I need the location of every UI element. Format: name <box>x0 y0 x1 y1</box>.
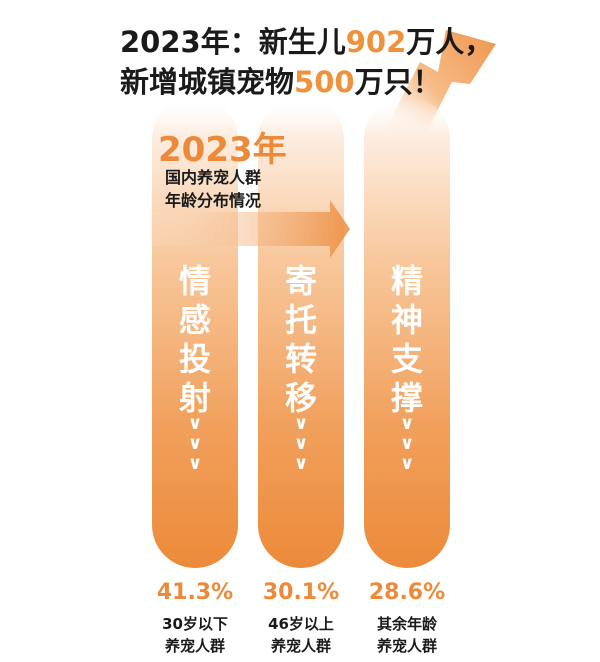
group-line-2: 养宠人群 <box>164 637 225 655</box>
newborn-count: 902 <box>345 25 407 59</box>
headline-text: 万只！ <box>354 65 442 99</box>
bar-percentage-3: 28.6% <box>368 580 446 605</box>
bar-label-char: 支 <box>390 340 423 378</box>
horizontal-arrow-icon <box>150 200 350 258</box>
headline-line-1: 2023年：新生儿902万人， <box>120 22 560 62</box>
bar-group-label-1: 30岁以下养宠人群 <box>140 613 250 657</box>
bar-label-1: 情感投射 <box>152 262 238 418</box>
bar-label-char: 撑 <box>390 379 423 417</box>
bar-label-2: 寄托转移 <box>258 262 344 418</box>
group-line-2: 养宠人群 <box>376 637 437 655</box>
bar-group-label-3: 其余年龄 养宠人群 <box>352 613 462 657</box>
headline-text: 新增城镇宠物 <box>120 65 295 99</box>
bar-label-char: 转 <box>284 340 317 378</box>
group-line-1: 46岁以上 <box>268 615 334 633</box>
bar-label-char: 射 <box>178 379 211 417</box>
chevron-down-icon: ∨ ∨ ∨ <box>293 413 309 474</box>
chevron-down-icon: ∨ ∨ ∨ <box>399 413 415 474</box>
headline-text: 万人， <box>406 25 494 59</box>
bar-label-char: 寄 <box>284 262 317 300</box>
group-line-2: 养宠人群 <box>270 637 331 655</box>
bar-label-char: 情 <box>178 262 211 300</box>
subtitle-line-1: 国内养宠人群 <box>165 168 262 187</box>
chevron-down-icon: ∨ ∨ ∨ <box>187 413 203 474</box>
bar-percentage-2: 30.1% <box>262 580 340 605</box>
headline: 2023年：新生儿902万人， 新增城镇宠物500万只！ <box>120 22 560 102</box>
subtitle-year: 2023年 <box>158 130 287 170</box>
subtitle-description: 国内养宠人群 年龄分布情况 <box>165 166 261 212</box>
bar-group-label-2: 46岁以上养宠人群 <box>246 613 356 657</box>
bar-percentage-1: 41.3% <box>156 580 234 605</box>
group-line-1: 其余年龄 <box>376 615 437 633</box>
bar-3 <box>364 96 450 568</box>
bar-label-char: 托 <box>284 301 317 339</box>
new-pet-count: 500 <box>294 65 355 99</box>
bar-label-char: 神 <box>390 301 423 339</box>
bar-label-char: 感 <box>178 301 211 339</box>
headline-text: 2023年：新生儿 <box>120 25 346 59</box>
bar-label-char: 精 <box>390 262 423 300</box>
bar-label-3: 精神支撑 <box>364 262 450 418</box>
headline-line-2: 新增城镇宠物500万只！ <box>120 62 560 102</box>
bar-label-char: 投 <box>178 340 211 378</box>
bar-label-char: 移 <box>284 379 317 417</box>
group-line-1: 30岁以下 <box>162 615 228 633</box>
subtitle-line-2: 年龄分布情况 <box>165 191 262 210</box>
